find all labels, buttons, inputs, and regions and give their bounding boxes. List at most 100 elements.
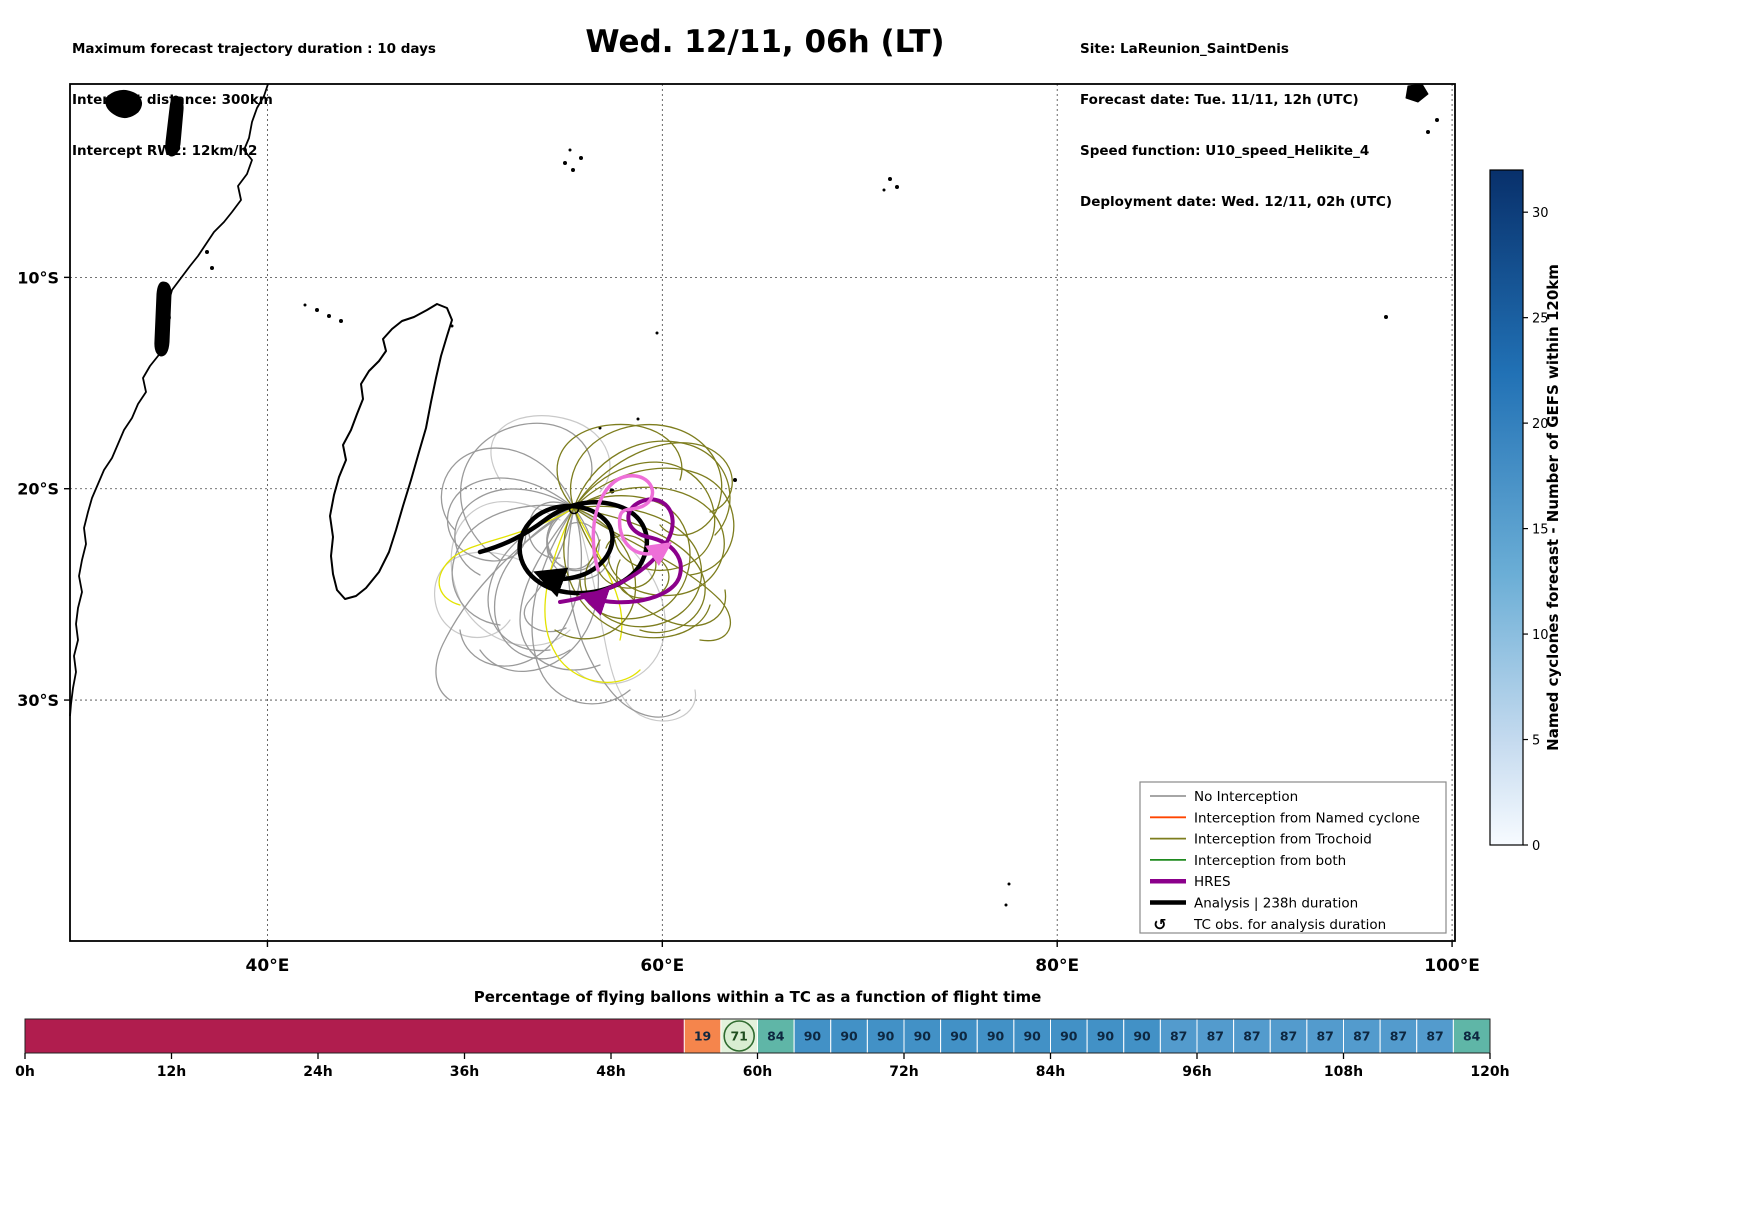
island-dot	[1384, 315, 1388, 319]
legend-item-label: Analysis | 238h duration	[1194, 896, 1358, 912]
island-dot	[450, 324, 454, 328]
bar-cell-value: 87	[1243, 1029, 1260, 1044]
interception-from-trochoid-path	[569, 423, 723, 536]
no-interception-path	[523, 507, 575, 633]
bar-cell-value: 87	[1426, 1029, 1443, 1044]
speed-function-text: Speed function: U10_speed_Helikite_4	[1080, 143, 1370, 159]
flight-axis-tick-label: 36h	[450, 1064, 479, 1080]
bar-cell-value: 90	[950, 1029, 968, 1044]
interception-from-trochoid-path	[573, 442, 733, 513]
no-interception-path	[531, 507, 631, 705]
lake-malawi	[154, 281, 172, 357]
island-dot	[571, 168, 575, 172]
bar-cell-value: 19	[694, 1029, 711, 1044]
flight-axis-tick-label: 120h	[1470, 1064, 1509, 1080]
lat-tick-label: 20°S	[17, 480, 59, 499]
bar-cell-value: 90	[840, 1029, 858, 1044]
sumatra-fragment	[1405, 83, 1429, 103]
interception-yellow-path	[573, 507, 623, 641]
deployment-date-text: Deployment date: Wed. 12/11, 02h (UTC)	[1080, 194, 1393, 210]
interception-from-trochoid-path	[573, 486, 725, 597]
flight-axis-tick-label: 12h	[157, 1064, 186, 1080]
flight-axis-tick-label: 84h	[1036, 1064, 1065, 1080]
bar-cell	[830, 1018, 868, 1054]
colorbar-tick-label: 10	[1532, 628, 1549, 643]
bar-cell-value: 87	[1390, 1029, 1407, 1044]
interception-yellow-path	[544, 507, 641, 683]
bar-cell	[793, 1018, 832, 1054]
no-interception-path	[493, 507, 575, 660]
no-interception-path	[454, 488, 575, 576]
bar-cell	[1416, 1018, 1454, 1054]
lat-tick-label: 10°S	[17, 268, 59, 287]
bar-cell	[1452, 1018, 1491, 1054]
no-interception-path	[546, 514, 595, 570]
bar-cell	[1306, 1018, 1344, 1054]
bar-cell-value: 90	[1023, 1029, 1041, 1044]
island-dot	[303, 303, 307, 307]
flight-axis-tick-label: 60h	[743, 1064, 772, 1080]
interception-from-trochoid-path	[573, 440, 731, 536]
island-dot	[733, 478, 737, 482]
legend-item-label: Interception from both	[1194, 853, 1346, 869]
lat-tick-label: 30°S	[17, 691, 59, 710]
tc-obs-icon: ↺	[1153, 915, 1166, 934]
interception-from-trochoid-path	[563, 507, 711, 639]
island-dot	[636, 417, 640, 421]
lake-victoria	[105, 90, 142, 118]
colorbar	[1489, 169, 1524, 846]
bar-cell-value: 90	[987, 1029, 1005, 1044]
flight-bar-title: Percentage of flying ballons within a TC…	[474, 988, 1042, 1006]
bar-cell-value: 71	[730, 1029, 747, 1044]
no-interception-path	[435, 507, 575, 701]
interception-from-trochoid-path	[556, 423, 683, 509]
bar-cell-value: 87	[1353, 1029, 1370, 1044]
max-duration-text: Maximum forecast trajectory duration : 1…	[72, 41, 436, 57]
island-dot	[339, 319, 343, 323]
island-dot	[1007, 882, 1011, 886]
bar-cell-value: 87	[1170, 1029, 1187, 1044]
forecast-date-text: Forecast date: Tue. 11/11, 12h (UTC)	[1080, 92, 1359, 108]
flight-axis-tick-label: 48h	[596, 1064, 625, 1080]
legend-item-label: Interception from Trochoid	[1194, 832, 1372, 848]
island-dot	[315, 308, 319, 312]
analysis-track-path	[477, 500, 650, 598]
colorbar-tick-label: 30	[1532, 206, 1549, 221]
no-interception-path	[567, 507, 681, 718]
bar-cell-value: 84	[1463, 1029, 1481, 1044]
colorbar-tick-label: 0	[1532, 839, 1540, 854]
bar-cell-value: 90	[1060, 1029, 1078, 1044]
legend-box	[1139, 781, 1447, 934]
colorbar-tick-label: 20	[1532, 417, 1549, 432]
island-dot	[1435, 118, 1439, 122]
island-dot	[210, 266, 214, 270]
island-dot	[655, 331, 659, 335]
no-interception-path	[519, 507, 601, 671]
bar-cell-value: 90	[1097, 1029, 1115, 1044]
figure-title: Wed. 12/11, 06h (LT)	[585, 24, 945, 60]
legend-item-label: HRES	[1194, 874, 1231, 890]
lake-tanganyika	[165, 95, 184, 157]
island-dot	[888, 177, 892, 181]
no-interception-faint-path	[573, 507, 697, 722]
legend-item-label: TC obs. for analysis duration	[1193, 917, 1386, 933]
island-dot	[205, 250, 209, 254]
island-dot	[563, 161, 567, 165]
bar-cell-value: 90	[877, 1029, 895, 1044]
bar-cell	[25, 1019, 685, 1053]
island-dot	[895, 185, 899, 189]
lon-tick-label: 100°E	[1424, 956, 1480, 976]
bar-cell	[683, 1018, 722, 1054]
named-cyclone-track-path	[591, 474, 673, 572]
flight-axis-tick-label: 0h	[15, 1064, 35, 1080]
no-interception-path	[460, 422, 593, 561]
colorbar-title: Named cyclones forecast - Number of GEFS…	[1544, 264, 1562, 751]
bar-cell	[1269, 1018, 1308, 1054]
colorbar-tick-label: 15	[1532, 523, 1549, 538]
site-text: Site: LaReunion_SaintDenis	[1080, 41, 1289, 57]
interception-from-trochoid-path	[554, 507, 637, 640]
bar-cell-value: 87	[1316, 1029, 1333, 1044]
bar-cell-value: 84	[767, 1029, 785, 1044]
colorbar-tick-label: 25	[1532, 312, 1549, 327]
